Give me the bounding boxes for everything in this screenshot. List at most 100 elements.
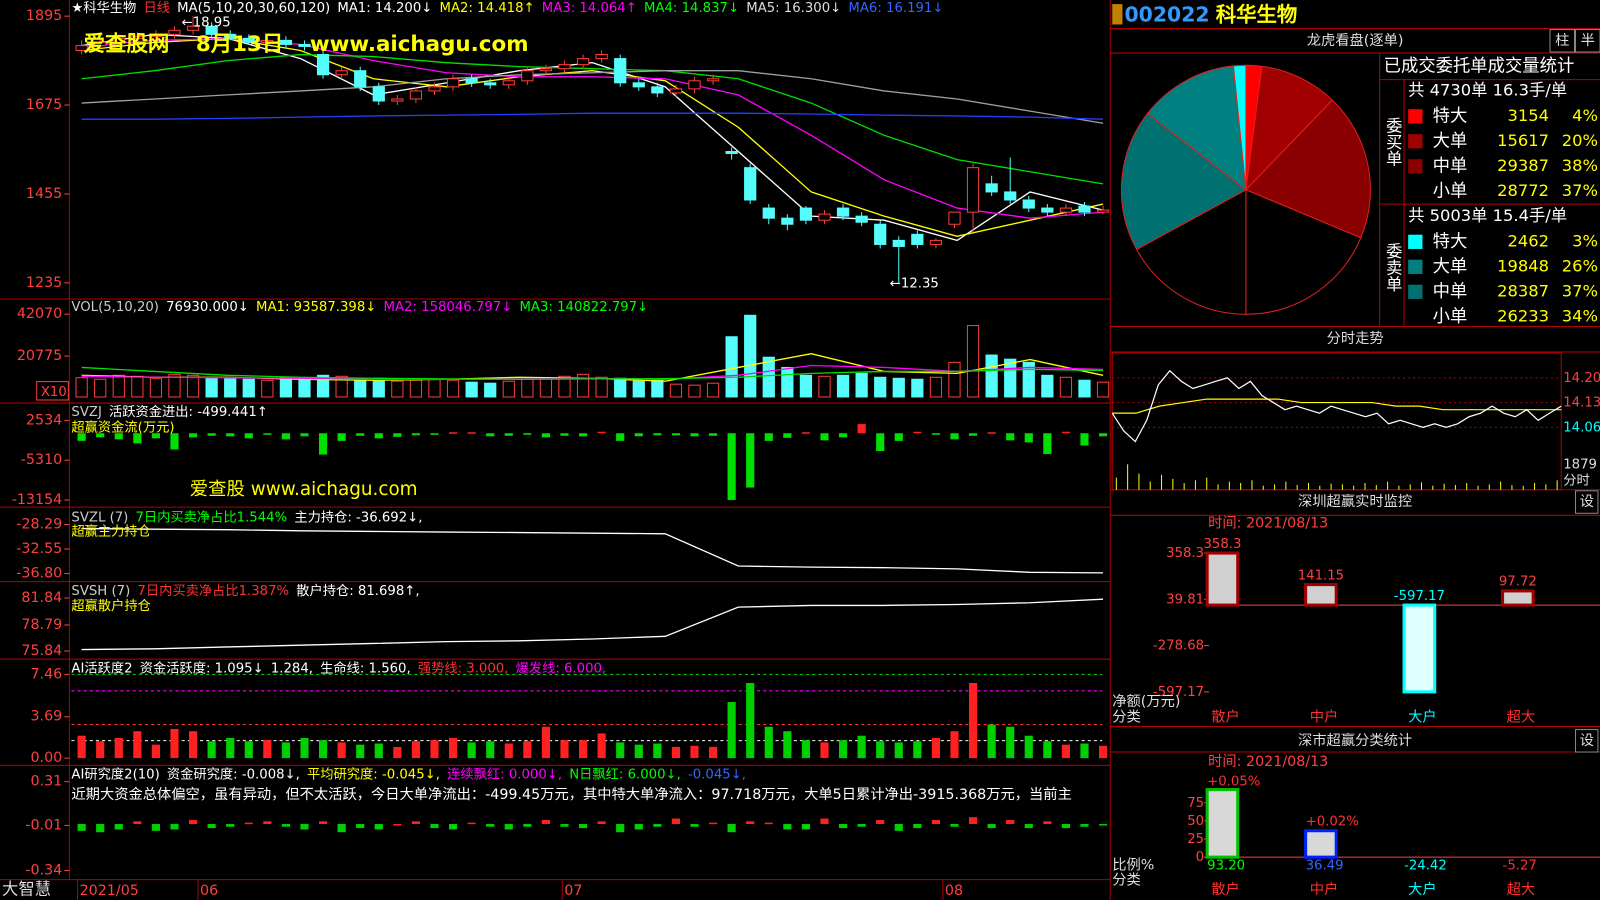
research-bar: [1006, 819, 1015, 825]
volume-bar: [836, 374, 850, 398]
button-frame[interactable]: [1549, 29, 1575, 53]
flow-bar: [448, 432, 458, 434]
button-frame[interactable]: [1575, 490, 1599, 514]
header-field: 爆发线: 6.000,: [516, 660, 607, 676]
watermark-part: www.aichagu.com: [310, 32, 529, 57]
activity-bar: [616, 742, 625, 759]
research-bar: [356, 824, 365, 829]
category-label: 中户: [1310, 708, 1339, 725]
value-label: -5.27: [1503, 858, 1537, 873]
flow-bar: [1006, 433, 1015, 441]
activity-bar: [486, 741, 495, 759]
panel-button[interactable]: 柱: [1555, 32, 1569, 49]
candle-body: [985, 183, 998, 193]
y-tick-label: -0.34: [25, 862, 62, 878]
activity-bar: [653, 743, 662, 759]
volume-bar: [242, 378, 255, 398]
flow-bar: [597, 431, 606, 434]
candle-body: [446, 78, 460, 88]
activity-bar: [244, 741, 253, 759]
activity-bar: [504, 743, 513, 759]
candle-body: [929, 239, 943, 245]
activity-bar: [207, 741, 216, 759]
flow-bar: [820, 433, 829, 441]
volume-bar: [1059, 376, 1073, 398]
category-bar: [1501, 589, 1535, 607]
header-field: 强势线: 3.000,: [418, 660, 509, 676]
row-pct: 37%: [1562, 281, 1598, 300]
category-bar: [1205, 788, 1240, 859]
activity-bar: [894, 742, 903, 759]
flow-bar: [653, 433, 662, 436]
candle-body: [836, 207, 850, 217]
y-tick-label: -0.01: [25, 817, 62, 833]
activity-bar: [281, 742, 290, 759]
activity-bar: [448, 737, 458, 759]
candle-body: [651, 86, 664, 94]
quote: 002022 科华生物: [1124, 2, 1297, 26]
research-bar: [931, 819, 940, 825]
panel-button[interactable]: 设: [1580, 732, 1594, 749]
button-frame[interactable]: [1575, 29, 1600, 53]
candle-body: [112, 37, 125, 43]
flow-bar: [616, 433, 625, 441]
candle-body: [725, 150, 738, 155]
y-tick-label: 0: [1196, 850, 1204, 865]
research-bar: [1098, 824, 1108, 826]
candle-body: [94, 41, 107, 47]
research-bar: [950, 824, 959, 827]
flow-bar: [894, 433, 903, 441]
research-bar: [764, 822, 773, 825]
activity-bar: [467, 742, 476, 759]
flow-bar: [374, 433, 383, 439]
research-bar: [411, 821, 420, 825]
flow-bar: [857, 424, 866, 434]
header-line: AI活跃度2 资金活跃度: 1.095↓ 1.284, 生命线: 1.560, 强势线:…: [71, 659, 606, 676]
research-bar: [560, 824, 569, 827]
activity-bar: [114, 737, 123, 759]
flow-bar: [281, 433, 290, 440]
activity-bar: [597, 733, 606, 759]
panel-button[interactable]: 半: [1581, 32, 1595, 49]
flow-bar: [1043, 433, 1052, 455]
research-bar: [467, 822, 476, 825]
panel-subtitle: 超赢资金流(万元): [71, 419, 174, 436]
activity-bar: [523, 741, 532, 759]
candle-body: [261, 39, 274, 43]
research-bar: [504, 824, 513, 830]
y-tick-label: -28.29: [16, 516, 62, 532]
button-frame[interactable]: [1575, 729, 1599, 753]
volume-bar: [446, 379, 460, 398]
activity-bar: [931, 737, 940, 759]
candle-body: [595, 54, 608, 60]
activity-bar: [1061, 744, 1070, 759]
low-note: ←12.35: [890, 277, 939, 292]
flow-bar: [77, 433, 86, 441]
category-label: 散户: [1211, 881, 1240, 898]
research-bar: [207, 824, 216, 829]
candle-body: [1041, 207, 1054, 213]
research-bar: [634, 824, 643, 830]
research-bar: [1061, 824, 1070, 829]
flow-bar: [1080, 433, 1089, 446]
row-name: 大单: [1433, 257, 1468, 277]
row-value: 3154: [1507, 106, 1549, 125]
row-name: 特大: [1433, 232, 1468, 252]
flow-bar: [114, 433, 123, 440]
flow-bar: [337, 433, 346, 441]
flow-bar: [560, 433, 569, 436]
watermark-small: 爱查股 www.aichagu.com: [190, 479, 418, 500]
research-bar: [653, 824, 662, 827]
activity-bar: [671, 746, 680, 759]
flow-bar: [411, 433, 420, 436]
panel-button[interactable]: 设: [1580, 493, 1594, 510]
legend-swatch: [1408, 184, 1423, 199]
panel-title: 深市超赢分类统计: [1298, 732, 1412, 749]
candle-body: [75, 45, 88, 52]
panel-title: 分时走势: [1327, 330, 1384, 347]
y-tick-label: 0.00: [30, 750, 62, 766]
legend-swatch: [1408, 159, 1423, 174]
research-bar: [114, 824, 123, 830]
flow-bar: [968, 433, 978, 436]
